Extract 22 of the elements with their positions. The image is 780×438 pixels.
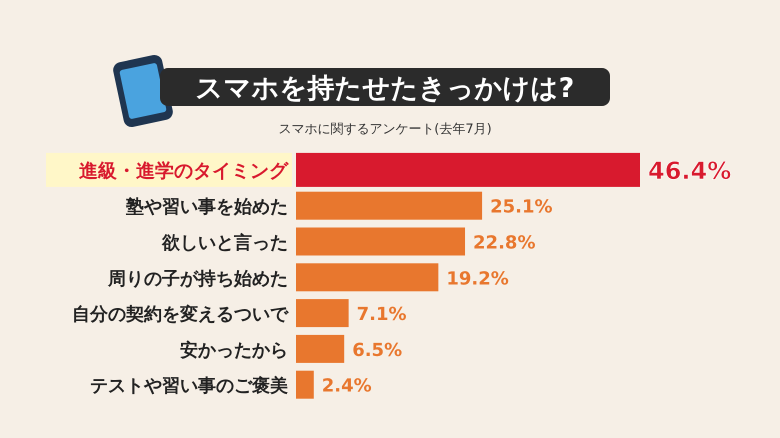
bar: [296, 263, 438, 292]
bar: [296, 370, 314, 399]
data-label: 25.1%: [490, 196, 553, 218]
bar: [296, 228, 466, 256]
data-label: 2.4%: [322, 376, 372, 397]
y-tick-label: 自分の契約を変えるついで: [72, 304, 289, 326]
bar: [296, 334, 344, 363]
y-tick-label: 周りの子が持ち始めた: [107, 268, 288, 290]
chart-title: スマホを持たせたきっかけは?: [196, 73, 574, 104]
y-tick-label: 欲しいと言った: [161, 232, 288, 254]
data-label: 22.8%: [473, 232, 536, 254]
y-tick-label: 塾や習い事を始めた: [125, 196, 288, 218]
y-tick-label: 進級・進学のタイミング: [79, 160, 289, 182]
y-tick-label: 安かったから: [180, 340, 288, 361]
bar: [296, 299, 349, 328]
data-label: 6.5%: [352, 340, 402, 361]
data-label: 7.1%: [356, 304, 407, 326]
y-tick-label: テストや習い事のご褒美: [90, 376, 288, 397]
bar: [296, 192, 482, 220]
data-label: 46.4%: [648, 156, 732, 185]
data-label: 19.2%: [446, 268, 509, 290]
chart-subtitle: スマホに関するアンケート(去年7月): [278, 122, 492, 137]
